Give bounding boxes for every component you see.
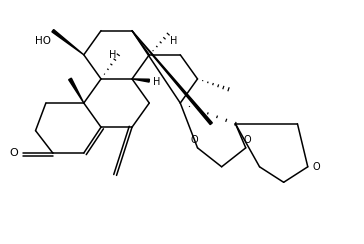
Text: HO: HO [35,36,51,46]
Text: O: O [190,135,198,145]
Text: H: H [153,77,160,87]
Text: H: H [170,36,177,46]
Text: O: O [9,148,18,158]
Polygon shape [132,31,212,125]
Text: O: O [244,135,251,145]
Polygon shape [132,79,149,82]
Polygon shape [52,30,84,55]
Text: O: O [313,162,321,172]
Text: H: H [109,50,116,60]
Polygon shape [69,78,84,103]
